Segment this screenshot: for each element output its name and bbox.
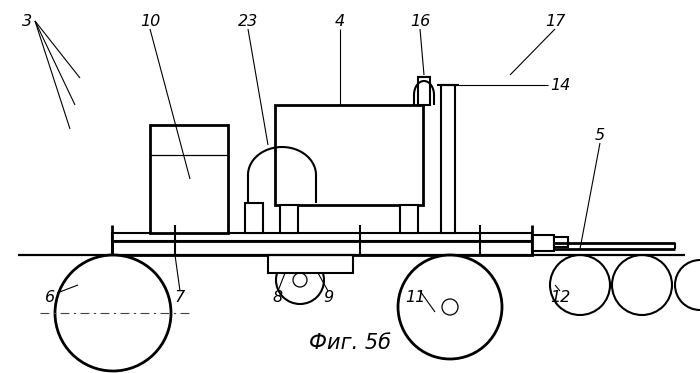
Bar [554,237,568,247]
Text: 5: 5 [595,128,605,142]
Bar [150,125,228,233]
Bar [245,203,263,233]
Bar [112,233,532,241]
Text: 16: 16 [410,13,430,28]
Text: Фиг. 5б: Фиг. 5б [309,333,391,353]
Text: 10: 10 [140,13,160,28]
Bar [532,235,554,251]
Text: 11: 11 [405,291,425,305]
Circle shape [675,260,700,310]
Circle shape [398,255,502,359]
Text: 8: 8 [273,291,283,305]
Bar [268,255,353,273]
Circle shape [612,255,672,315]
Text: 12: 12 [550,291,570,305]
Bar [418,77,430,105]
Text: 23: 23 [238,13,258,28]
Text: 17: 17 [545,13,565,28]
Text: 14: 14 [550,78,570,93]
Circle shape [550,255,610,315]
Text: 6: 6 [45,291,55,305]
Bar [441,85,455,233]
Bar [112,241,532,255]
Bar [400,205,418,233]
Text: 7: 7 [175,291,185,305]
Bar [280,205,298,233]
Circle shape [276,256,324,304]
Circle shape [293,273,307,287]
Circle shape [55,255,171,371]
Text: 4: 4 [335,13,345,28]
Circle shape [442,299,458,315]
Bar [275,105,423,205]
Text: 3: 3 [22,13,32,28]
Text: 9: 9 [323,291,333,305]
